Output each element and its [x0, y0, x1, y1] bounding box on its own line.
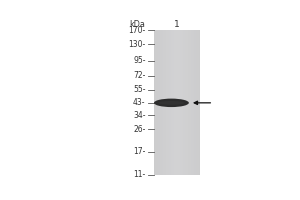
Bar: [174, 30, 176, 175]
Bar: [191, 30, 193, 175]
Bar: [196, 30, 197, 175]
Bar: [199, 30, 200, 175]
Bar: [172, 30, 174, 175]
Text: 26-: 26-: [133, 125, 145, 134]
Bar: [160, 30, 161, 175]
Bar: [166, 30, 168, 175]
Bar: [185, 30, 186, 175]
Bar: [176, 30, 177, 175]
Bar: [189, 30, 191, 175]
Text: kDa: kDa: [130, 20, 146, 29]
Bar: [193, 30, 194, 175]
Text: 170-: 170-: [128, 26, 146, 35]
Text: 1: 1: [174, 20, 180, 29]
Text: 43-: 43-: [133, 98, 145, 107]
Bar: [180, 30, 182, 175]
Text: 17-: 17-: [133, 147, 145, 156]
Bar: [197, 30, 199, 175]
Bar: [182, 30, 183, 175]
Text: 95-: 95-: [133, 56, 145, 65]
Bar: [163, 30, 165, 175]
Bar: [171, 30, 172, 175]
Text: 130-: 130-: [128, 40, 146, 49]
Bar: [165, 30, 166, 175]
Text: 72-: 72-: [133, 71, 145, 80]
Bar: [178, 30, 180, 175]
Bar: [169, 30, 171, 175]
Bar: [157, 30, 158, 175]
Ellipse shape: [158, 101, 184, 105]
Ellipse shape: [154, 99, 189, 107]
Bar: [155, 30, 157, 175]
Bar: [168, 30, 169, 175]
Text: 55-: 55-: [133, 85, 145, 94]
Bar: [154, 30, 155, 175]
Bar: [183, 30, 185, 175]
Text: 11-: 11-: [134, 170, 146, 179]
Bar: [188, 30, 189, 175]
Bar: [158, 30, 160, 175]
Bar: [186, 30, 188, 175]
Bar: [161, 30, 163, 175]
Text: 34-: 34-: [133, 111, 145, 120]
Bar: [177, 30, 178, 175]
Bar: [194, 30, 196, 175]
